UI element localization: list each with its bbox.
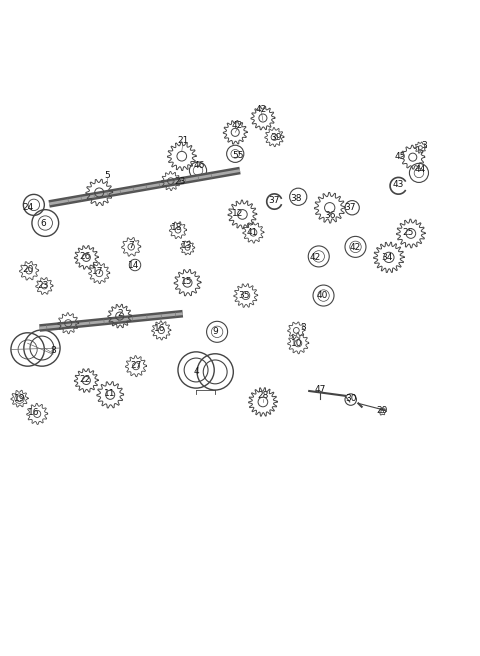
Text: 20: 20 (22, 265, 33, 274)
Text: 10: 10 (290, 338, 302, 348)
Text: 46: 46 (194, 161, 205, 171)
Text: 42: 42 (310, 253, 321, 262)
Text: 3: 3 (421, 141, 427, 150)
Text: 21: 21 (177, 136, 189, 146)
Text: 14: 14 (128, 260, 140, 270)
Text: 42: 42 (350, 243, 361, 253)
Text: 27: 27 (130, 361, 142, 370)
Text: 39: 39 (270, 133, 282, 142)
Text: 6: 6 (40, 218, 46, 228)
Text: 16: 16 (154, 325, 166, 333)
Text: 19: 19 (14, 394, 25, 403)
Text: 30: 30 (345, 394, 357, 403)
Text: 37: 37 (344, 203, 356, 213)
Text: 45: 45 (394, 152, 406, 161)
Text: 29: 29 (376, 405, 388, 415)
Text: 5: 5 (105, 171, 110, 180)
Text: 34: 34 (381, 253, 393, 262)
Text: 44: 44 (415, 165, 426, 174)
Text: 11: 11 (105, 390, 116, 398)
Text: 2: 2 (117, 309, 122, 318)
Text: 24: 24 (22, 203, 33, 213)
Text: 23: 23 (175, 176, 186, 186)
Text: 55: 55 (232, 151, 243, 160)
Text: 3: 3 (300, 323, 306, 333)
Text: 16: 16 (28, 409, 39, 417)
Text: 36: 36 (324, 211, 336, 220)
Text: 8: 8 (50, 346, 56, 356)
Text: 7: 7 (128, 241, 134, 251)
Text: 43: 43 (393, 180, 404, 190)
Text: 28: 28 (257, 391, 269, 400)
Text: 15: 15 (181, 277, 192, 286)
Text: 42: 42 (256, 105, 267, 114)
Text: 42: 42 (232, 121, 243, 130)
Text: 17: 17 (92, 267, 104, 276)
Text: 47: 47 (314, 384, 326, 394)
Text: 18: 18 (171, 223, 183, 232)
Text: 13: 13 (181, 241, 192, 251)
Text: 38: 38 (290, 194, 302, 203)
Text: 41: 41 (246, 228, 258, 237)
Text: 35: 35 (238, 291, 250, 300)
Text: 9: 9 (212, 327, 218, 337)
Text: 12: 12 (232, 209, 243, 218)
Text: 40: 40 (316, 291, 328, 300)
Text: 4: 4 (193, 367, 199, 377)
Text: 22: 22 (79, 375, 91, 384)
Text: 26: 26 (79, 252, 91, 261)
Text: 23: 23 (38, 281, 49, 289)
Text: 25: 25 (402, 228, 414, 237)
Text: 37: 37 (269, 195, 280, 205)
